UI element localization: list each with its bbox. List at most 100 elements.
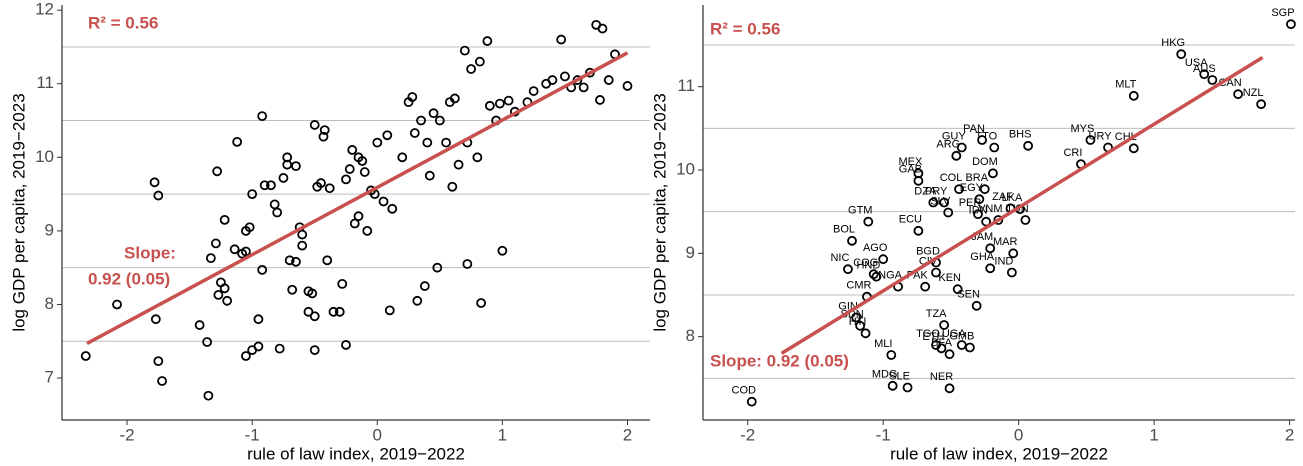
point-label: PER	[959, 197, 982, 209]
point	[382, 130, 393, 141]
point	[466, 64, 476, 74]
x-tick-label: -2	[119, 425, 134, 444]
x-tick-label: 1	[1149, 425, 1158, 444]
point	[746, 396, 757, 407]
point-label: NER	[930, 371, 953, 383]
point	[247, 189, 258, 200]
slope-label: 0.92 (0.05)	[88, 269, 170, 288]
point	[387, 203, 398, 214]
point-label: MYS	[1071, 123, 1095, 135]
point	[153, 356, 164, 367]
point-label: TZA	[926, 308, 947, 320]
point	[112, 299, 122, 310]
point	[341, 174, 351, 185]
r-squared: R² = 0.56	[710, 19, 780, 38]
point	[453, 159, 464, 170]
point	[482, 36, 493, 46]
y-tick-label: 9	[686, 243, 695, 262]
y-tick-label: 12	[35, 0, 54, 19]
point-label: GTM	[848, 205, 872, 217]
point	[334, 306, 345, 317]
point	[1006, 267, 1017, 278]
point-label: COD	[732, 385, 757, 397]
point-label: PRY	[925, 185, 948, 197]
point-label: GHA	[970, 251, 995, 263]
point	[210, 238, 221, 249]
point	[1176, 49, 1187, 60]
point	[150, 314, 161, 325]
point-label: HTI	[849, 316, 867, 328]
point	[843, 264, 853, 275]
point	[284, 255, 295, 266]
point	[257, 111, 268, 122]
x-tick-label: -1	[876, 425, 891, 444]
point	[459, 45, 470, 56]
point	[274, 343, 285, 354]
point-label: ARG	[936, 139, 960, 151]
point	[203, 390, 214, 401]
point	[357, 156, 368, 166]
point-label: EGY	[960, 182, 984, 194]
point	[868, 269, 879, 280]
point-label: GUY	[942, 130, 967, 142]
point	[287, 284, 298, 295]
point	[497, 245, 508, 256]
slope-label: Slope: 0.92 (0.05)	[710, 351, 849, 370]
point	[322, 255, 333, 266]
point	[847, 235, 857, 246]
point	[266, 180, 276, 191]
point	[297, 229, 308, 240]
point	[1085, 135, 1096, 145]
point	[337, 278, 348, 289]
point	[441, 137, 451, 148]
point	[353, 211, 364, 222]
point-label: UGA	[942, 328, 967, 340]
point	[205, 253, 216, 264]
point	[272, 207, 283, 218]
point	[257, 264, 268, 275]
point	[222, 295, 233, 306]
point	[149, 177, 160, 188]
point-label: MLI	[874, 338, 892, 350]
point	[328, 306, 339, 317]
y-axis-label: log GDP per capita, 2019−2023	[650, 93, 669, 331]
point-label: DOM	[972, 156, 998, 168]
point	[324, 183, 335, 194]
point	[979, 184, 990, 195]
point-label: KEN	[938, 272, 961, 284]
point-label: ETH	[922, 331, 944, 343]
point	[944, 349, 955, 360]
point	[232, 136, 243, 147]
x-tick-label: -1	[245, 425, 260, 444]
point	[407, 92, 418, 102]
point	[878, 254, 889, 265]
y-tick-label: 8	[45, 294, 54, 313]
point	[1128, 143, 1139, 154]
point	[603, 75, 614, 85]
point-label: USA	[1185, 57, 1208, 69]
point	[928, 197, 939, 208]
point	[886, 350, 897, 360]
point-label: GMB	[949, 330, 974, 342]
point-label: SGP	[1271, 7, 1294, 19]
point	[974, 194, 985, 205]
point-label: LKA	[1002, 192, 1023, 204]
point	[622, 81, 633, 91]
point	[372, 137, 383, 148]
y-tick-label: 8	[686, 326, 695, 345]
point	[939, 197, 950, 208]
point	[936, 343, 947, 354]
point-label: TGO	[916, 328, 940, 340]
x-axis-label: rule of law index, 2019−2022	[890, 444, 1108, 463]
point-label: CMR	[846, 280, 871, 292]
point	[194, 320, 205, 330]
point-label: SEN	[957, 289, 980, 301]
point	[422, 137, 433, 148]
point-label: NIC	[830, 252, 849, 264]
point-label: BRA	[965, 172, 988, 184]
point	[474, 56, 485, 67]
point-label: GAB	[899, 164, 922, 176]
point	[503, 95, 514, 106]
point	[378, 196, 389, 207]
